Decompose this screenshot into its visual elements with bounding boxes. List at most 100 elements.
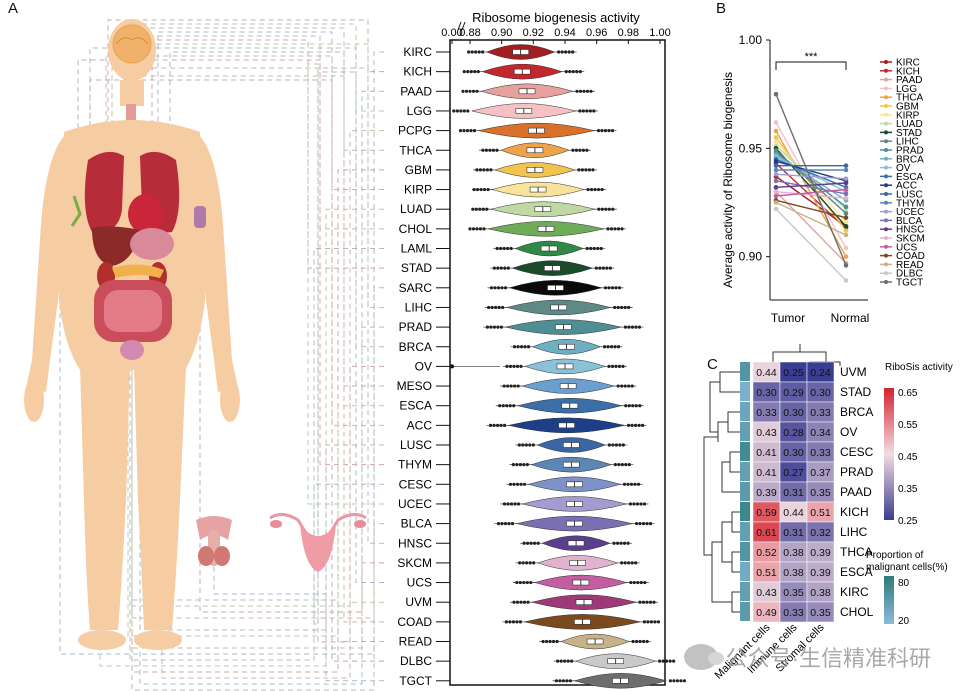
legend-dot (884, 77, 888, 82)
right-foot (78, 630, 126, 650)
violin-tgct (552, 673, 687, 689)
outlier-point (515, 580, 519, 585)
pair-segment (775, 173, 847, 180)
row-label-chol: CHOL (840, 605, 874, 619)
connector-kich (107, 19, 384, 276)
cancer-label-laml: LAML (401, 242, 433, 256)
violin-series (450, 44, 687, 689)
violin-prad (483, 319, 644, 335)
axis-break-icon (457, 21, 466, 31)
legend-dot (884, 165, 888, 170)
outlier-point (518, 620, 523, 624)
violin-gbm (472, 162, 597, 178)
x-tick-label: 0.88 (459, 27, 480, 39)
outlier-point (517, 443, 521, 447)
violin-thym (509, 456, 634, 473)
x-tick-label: 0.96 (586, 27, 607, 39)
violin-cesc (506, 476, 643, 493)
outlier-point (499, 266, 503, 270)
normal-point (843, 167, 849, 173)
normal-point (843, 191, 849, 197)
brain-icon (112, 24, 152, 64)
outlier-point (613, 305, 617, 310)
outlier-point (509, 502, 514, 506)
normal-point (843, 176, 849, 181)
legend-dot (884, 156, 888, 161)
outlier-point (504, 620, 509, 624)
outlier-point (452, 109, 456, 113)
violin-hnsc (520, 535, 633, 552)
connector-kirc (131, 50, 384, 691)
x-tick-label: 0.92 (523, 27, 544, 39)
heatmap-row-labels: UVM STAD BRCA OV CESC PRAD PAAD KICH LIHC THCA ESC… (840, 365, 874, 619)
normal-point (843, 278, 849, 283)
outlier-point (600, 207, 604, 211)
outlier-point (641, 639, 646, 644)
outlier-point (507, 522, 511, 526)
legend-dot (884, 253, 888, 258)
outlier-point (632, 502, 636, 506)
violin-pcpg (458, 122, 617, 139)
legend-label-tgct: TGCT (896, 278, 923, 289)
outlier-point (568, 679, 573, 683)
outlier-point (541, 639, 545, 644)
heatmap-value: 0.41 (756, 447, 777, 459)
outlier-point (637, 325, 642, 329)
outlier-point (635, 502, 640, 506)
outlier-point (578, 89, 583, 93)
normal-point (843, 204, 849, 210)
pair-segment (775, 182, 847, 189)
outlier-point (637, 423, 641, 427)
outlier-point (560, 50, 564, 54)
normal-point (843, 219, 849, 225)
legend-dot (884, 139, 888, 144)
outlier-point (555, 639, 559, 644)
outlier-point (610, 286, 615, 290)
connector-read (131, 340, 384, 642)
panel-b-figure: Average activity of Ribosome biogenesis … (721, 33, 925, 325)
tumor-point (773, 189, 779, 194)
legend-label-kirp: KIRP (896, 110, 920, 121)
outlier-point (606, 227, 610, 231)
normal-point (843, 195, 849, 201)
outlier-point (481, 148, 485, 152)
outlier-point (516, 384, 520, 388)
outlier-point (501, 404, 505, 408)
outlier-point (532, 541, 537, 545)
cancer-label-kirc: KIRC (403, 45, 432, 59)
legend-label-stad: STAD (896, 128, 922, 139)
legend-dot (884, 68, 888, 73)
outlier-point (672, 659, 676, 663)
violin-acc (486, 417, 647, 434)
outlier-point (484, 148, 489, 152)
outlier-point (496, 522, 501, 526)
outlier-point (554, 679, 559, 683)
connector-skcm (199, 218, 384, 613)
outlier-point (536, 541, 540, 545)
outlier-point (571, 148, 575, 152)
outlier-point (519, 600, 523, 604)
pair-line-read (773, 200, 849, 238)
outlier-point (468, 89, 472, 93)
outlier-point (616, 227, 621, 231)
outlier-point (589, 246, 593, 251)
proportion-cell (740, 542, 750, 561)
outlier-point (564, 50, 568, 54)
outlier-point (634, 639, 639, 644)
outlier-point (645, 600, 649, 604)
outlier-point (609, 345, 614, 349)
outlier-point (585, 109, 589, 113)
legend-label-acc: ACC (896, 181, 917, 192)
legend-dot (884, 121, 888, 126)
outlier-point (519, 364, 523, 368)
cancer-label-lusc: LUSC (400, 438, 432, 452)
outlier-point (609, 227, 614, 231)
outlier-point (515, 364, 520, 368)
cancer-label-read: READ (399, 635, 433, 649)
cancer-label-thym: THYM (398, 458, 432, 472)
heatmap-value: 0.29 (783, 387, 804, 399)
outlier-point (565, 679, 569, 683)
outlier-point (515, 463, 519, 467)
outlier-point (556, 659, 560, 663)
outlier-point (577, 168, 581, 172)
